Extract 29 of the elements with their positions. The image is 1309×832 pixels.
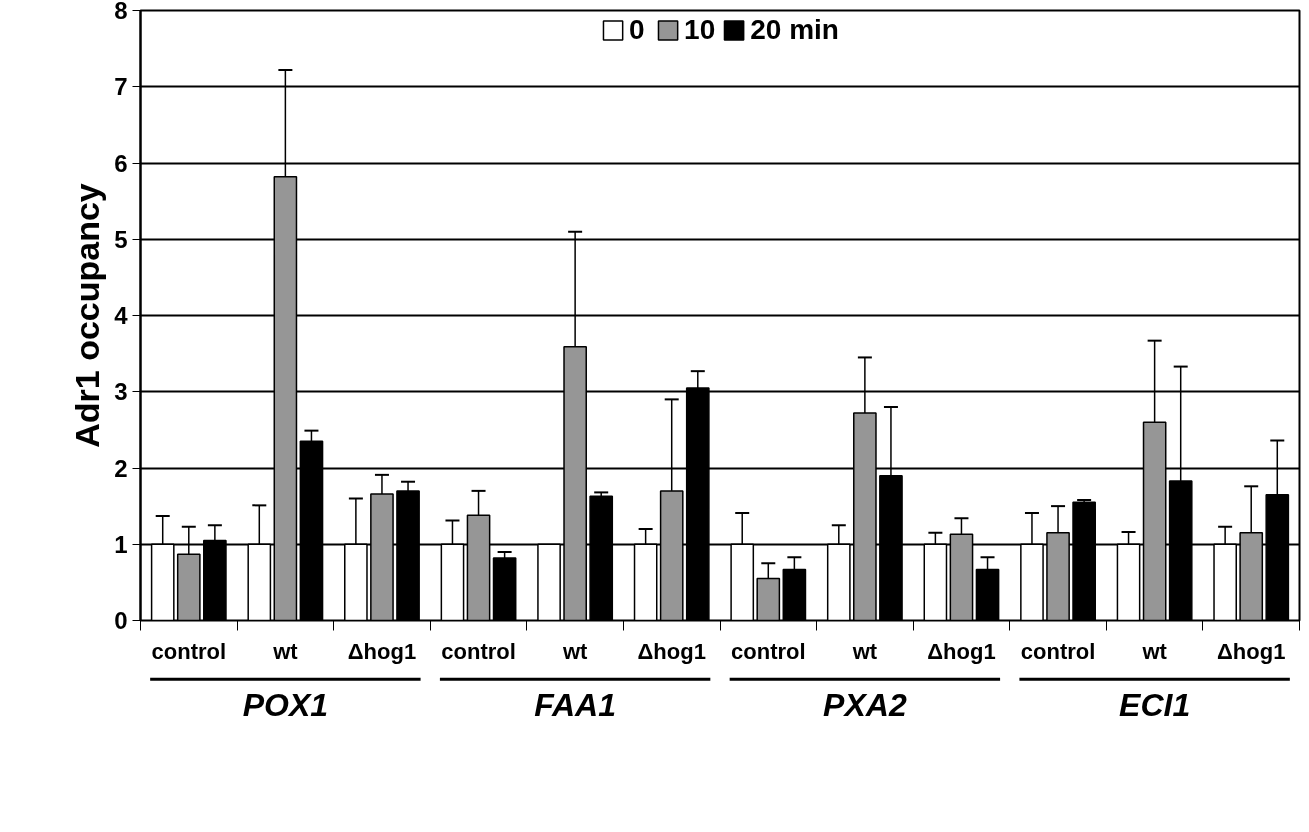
x-tick-label: Δhog1 — [347, 638, 417, 664]
legend-label: 0 — [629, 14, 646, 46]
y-tick-label: 7 — [114, 73, 128, 101]
y-tick-label: 1 — [114, 530, 128, 558]
x-tick-label: control — [441, 638, 516, 664]
x-tick-label: control — [1020, 638, 1096, 664]
y-tick-label: 2 — [114, 454, 128, 482]
x-tick-label: control — [151, 638, 227, 664]
text: ECI1 — [1119, 686, 1191, 723]
x-tick-label: wt — [561, 638, 589, 664]
legend-label: 10 — [684, 14, 716, 46]
x-tick-label: wt — [272, 638, 299, 664]
text: PXA2 — [823, 686, 907, 723]
y-tick-label: 3 — [114, 378, 128, 406]
y-tick-label: 5 — [114, 225, 128, 253]
text: FAA1 — [534, 686, 617, 723]
y-tick-label: 6 — [114, 149, 128, 177]
x-tick-label: control — [731, 638, 806, 664]
y-tick-label: 4 — [114, 302, 129, 329]
x-tick-label: Δhog1 — [1217, 638, 1286, 664]
x-tick-label: Δhog1 — [927, 638, 996, 664]
legend-label: 20 min — [750, 14, 839, 46]
x-tick-label: wt — [851, 638, 878, 664]
text: POX1 — [242, 686, 329, 723]
y-tick-label: 0 — [114, 607, 128, 634]
y-axis-title: Adr1 occupancy — [68, 183, 107, 448]
x-tick-label: wt — [1141, 638, 1168, 664]
x-tick-label: Δhog1 — [637, 638, 706, 664]
y-tick-label: 8 — [114, 0, 128, 24]
